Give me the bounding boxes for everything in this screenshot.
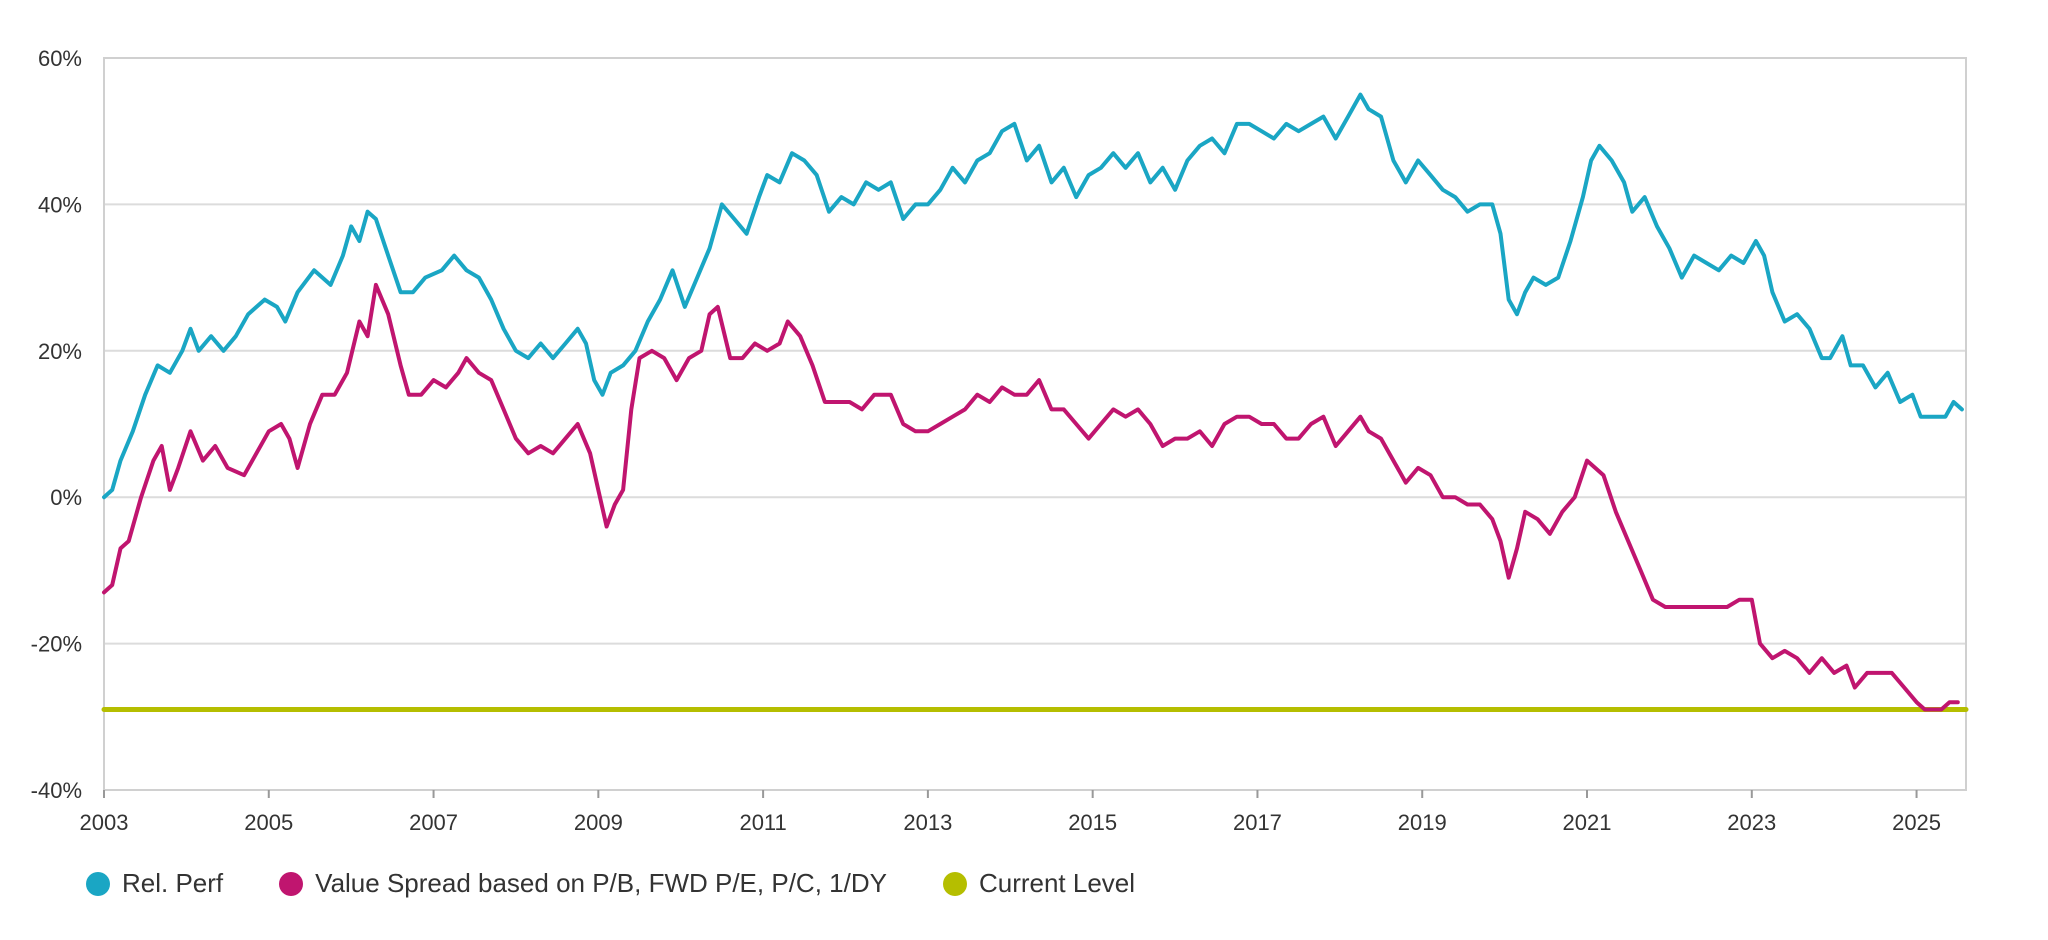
legend-item: Current Level	[942, 868, 1136, 899]
series-line-rel-perf	[102, 92, 1964, 500]
x-tick-label: 2019	[1398, 810, 1447, 835]
x-tick-label: 2011	[739, 810, 786, 835]
x-tick-label: 2015	[1068, 810, 1117, 835]
y-tick-label: 60%	[38, 46, 82, 71]
x-tick-label: 2025	[1892, 810, 1941, 835]
legend-swatch	[942, 871, 967, 896]
x-tick-label: 2021	[1563, 810, 1612, 835]
y-tick-label: 0%	[50, 485, 82, 510]
x-tick-label: 2007	[409, 810, 458, 835]
line-chart: 60% 40% 20% 0% -20% -40% 2003 2005 2007 2009 2011 2…	[31, 46, 1969, 835]
x-tick-label: 2017	[1233, 810, 1282, 835]
y-tick-label: 40%	[38, 192, 82, 217]
legend-label: Rel. Perf	[122, 868, 224, 898]
x-tick-label: 2013	[903, 810, 952, 835]
plot-frame	[103, 57, 1967, 791]
series-line-value-spread	[102, 282, 1960, 712]
x-tick-label: 2023	[1727, 810, 1776, 835]
chart-legend: Rel. Perf Value Spread based on P/B, FWD …	[86, 868, 1191, 899]
y-tick-label: -20%	[31, 632, 82, 657]
legend-label: Value Spread based on P/B, FWD P/E, P/C,…	[315, 868, 887, 898]
x-tick-label: 2005	[244, 810, 293, 835]
legend-label: Current Level	[978, 868, 1136, 898]
y-tick-label: -40%	[31, 778, 82, 803]
legend-swatch	[86, 871, 110, 896]
legend-swatch	[279, 871, 304, 896]
legend-item: Value Spread based on P/B, FWD P/E, P/C,…	[279, 868, 887, 899]
x-tick-label: 2009	[574, 810, 623, 835]
x-tick-label: 2003	[80, 810, 129, 835]
legend-item: Rel. Perf	[86, 868, 223, 899]
y-tick-label: 20%	[38, 339, 82, 364]
